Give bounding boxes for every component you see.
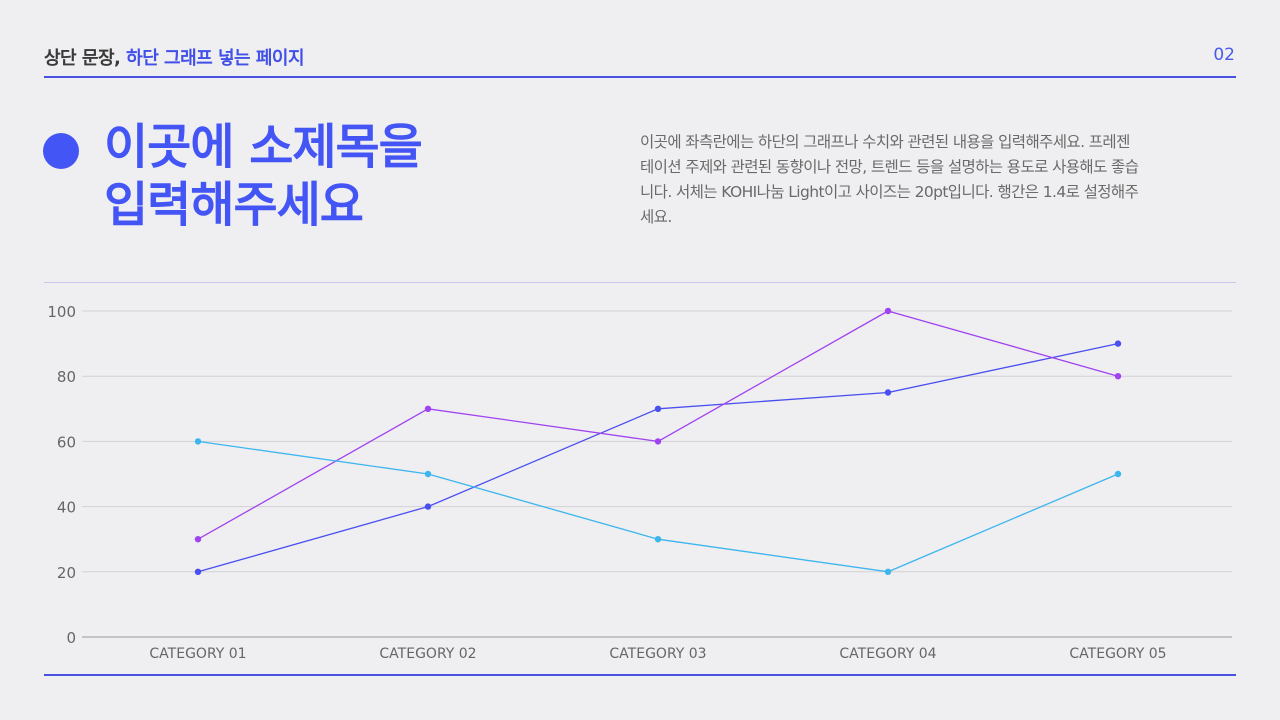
data-point [654, 405, 662, 412]
description: 이곳에 좌측란에는 하단의 그래프나 수치와 관련된 내용을 입력해주세요. 프… [640, 130, 1240, 230]
data-point [424, 470, 432, 478]
description-line: 세요. [640, 208, 672, 226]
y-tick-label: 60 [57, 433, 76, 451]
data-point [884, 568, 892, 575]
x-tick-label: CATEGORY 05 [1069, 646, 1166, 662]
header-title-blue: 하단 그래프 넣는 페이지 [126, 48, 305, 69]
data-point [1114, 470, 1122, 478]
subtitle-line-1: 이곳에 소제목을 [104, 119, 423, 175]
header-divider [44, 76, 1236, 78]
bullet-dot-icon [43, 133, 79, 169]
header-title-dark: 상단 문장, [44, 48, 121, 69]
footer-divider [44, 674, 1236, 676]
y-tick-label: 40 [57, 499, 76, 517]
x-tick-label: CATEGORY 01 [149, 646, 246, 662]
x-tick-label: CATEGORY 04 [839, 646, 936, 662]
data-point [654, 438, 662, 445]
data-point [884, 389, 892, 396]
page-number: 02 [1213, 45, 1235, 65]
data-point [1114, 373, 1122, 380]
x-tick-label: CATEGORY 03 [609, 646, 706, 662]
x-tick-label: CATEGORY 02 [379, 646, 476, 662]
data-point [194, 438, 202, 445]
description-line: 테이션 주제와 관련된 동향이나 전망, 트렌드 등을 설명하는 용도로 사용해… [640, 158, 1139, 176]
data-point [1114, 340, 1122, 347]
subtitle: 이곳에 소제목을 입력해주세요 [104, 118, 423, 234]
series-line-2 [197, 310, 1119, 540]
data-point [424, 405, 432, 412]
description-line: 니다. 서체는 KOHI나눔 Light이고 사이즈는 20pt입니다. 행간은… [640, 183, 1139, 201]
data-point [654, 536, 662, 543]
data-point [424, 503, 432, 510]
chart-top-divider [44, 282, 1236, 283]
header-title: 상단 문장, 하단 그래프 넣는 페이지 [44, 44, 305, 70]
y-tick-label: 100 [47, 303, 76, 321]
y-tick-label: 0 [66, 629, 76, 647]
data-point [884, 307, 892, 315]
y-tick-label: 20 [57, 564, 76, 582]
description-line: 이곳에 좌측란에는 하단의 그래프나 수치와 관련된 내용을 입력해주세요. 프… [640, 133, 1130, 151]
subtitle-line-2: 입력해주세요 [104, 177, 364, 233]
y-tick-label: 80 [57, 368, 76, 386]
data-point [194, 568, 202, 575]
data-point [194, 536, 202, 543]
